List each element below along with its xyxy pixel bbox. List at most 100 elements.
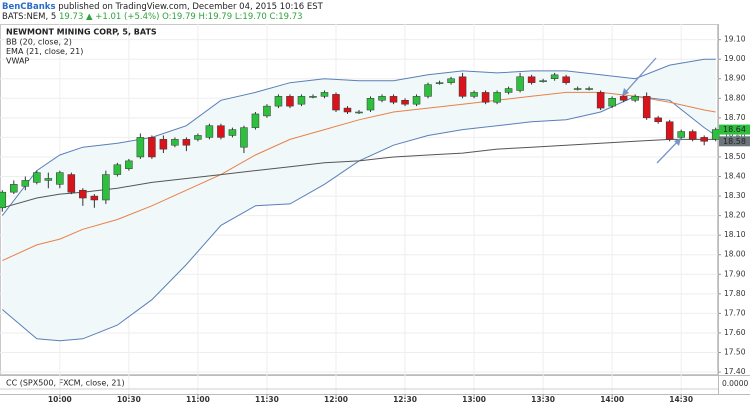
x-tick-label: 12:00 [324,395,348,404]
candle-body [217,125,225,138]
candle-body [711,129,720,140]
candle-body [148,137,156,158]
candle-body [401,100,409,105]
y-tick-label: 18.10 [724,230,746,239]
arrow [621,57,657,97]
candle-body [355,111,363,114]
candle-body [205,125,214,138]
candle-body [527,76,536,83]
x-tick-label: 14:30 [669,395,693,404]
candle-body [424,84,432,97]
header-line: BenCBanks published on TradingView.com, … [2,2,324,12]
y-tick-label: 17.80 [724,289,746,298]
band-fill [2,59,716,341]
annotations [621,57,682,164]
x-tick-label: 11:00 [186,395,210,404]
candle-body [539,80,547,82]
x-tick-label: 13:30 [531,395,555,404]
x-tick-label: 13:00 [462,395,486,404]
change: 19.73 ▲ +1.01 (+5.4%) [59,12,159,22]
candle-body [343,107,352,113]
candle-body [286,96,294,107]
y-tick-label: 17.50 [724,347,746,356]
y-tick-label: 18.30 [724,191,746,200]
candle-body [240,127,248,148]
candle-body [516,76,524,91]
candle-body [596,92,605,109]
y-tick-label: 17.70 [724,308,746,317]
subchart-title: CC (SPX500, FXCM, close, 21) [6,379,125,388]
candle-body [263,105,271,117]
candle-body [274,96,283,107]
x-tick-label: 14:00 [600,395,624,404]
candle-body [0,191,7,209]
y-tick-label: 17.40 [724,367,746,376]
arrow-head [622,88,629,96]
candle-body [435,82,444,84]
candle-body [309,96,317,98]
author[interactable]: BenCBanks [2,2,56,12]
candle-body [665,121,674,140]
x-tick-label: 10:30 [117,395,141,404]
candle-body [320,92,329,97]
y-tick-label: 19.10 [724,35,746,44]
y-tick-label: 19.00 [724,54,746,63]
y-tick-label: 18.90 [724,74,746,83]
subchart-tick-label: 0.0000 [722,379,748,388]
candle-body [251,113,260,128]
candle-body [44,178,53,181]
indicator-line [2,91,716,262]
candle-body [470,92,478,97]
candle-body [493,92,501,103]
candle-body [332,94,340,111]
candle-body [573,88,582,90]
candle-body [412,96,421,105]
candle-body [125,160,133,169]
candle-body [700,137,708,142]
x-tick-label: 10:00 [48,395,72,404]
candle-body [504,88,513,93]
candle-body [171,139,179,146]
y-tick-label: 17.60 [724,328,746,337]
symbol: BATS:NEM, 5 [2,12,56,22]
candle-body [21,180,30,187]
y-tick-label: 18.40 [724,172,746,181]
candle-body [136,137,145,158]
candle-body [366,98,375,111]
chart-title: NEWMONT MINING CORP, 5, BATS [6,28,157,37]
candle-body [297,96,306,105]
y-tick-label: 18.80 [724,93,746,102]
x-tick-label: 12:30 [393,395,417,404]
candle-body [56,172,64,185]
candle-body [654,117,662,123]
candle-body [447,78,455,83]
candle-body [642,96,651,119]
candle-body [585,88,593,90]
candle-body [562,76,570,83]
price-label: 18.64 [723,125,746,134]
candle-body [102,174,110,201]
candle-body [90,195,99,201]
y-tick-label: 18.50 [724,152,746,161]
legend-entry: VWAP [6,57,29,66]
price-label-box [719,124,750,135]
publish-info: published on TradingView.com, December 0… [58,2,323,12]
price-label: 18.58 [723,137,746,146]
symbol-line: BATS:NEM, 5 19.73 ▲ +1.01 (+5.4%) O:19.7… [2,12,303,22]
candle-body [182,139,191,146]
candle-body [550,74,559,79]
candle-body [608,98,616,107]
candle-body [159,139,168,150]
candle-body [378,96,386,101]
candle-body [228,129,237,136]
arrow-head [674,138,681,146]
candle-body [194,135,202,140]
band-upper [1,58,716,216]
candle-body [481,92,490,103]
candle-body [631,96,639,101]
candle-body [458,76,467,97]
candle-body [79,189,87,199]
y-tick-label: 18.70 [724,113,746,122]
candle-body [688,131,697,140]
